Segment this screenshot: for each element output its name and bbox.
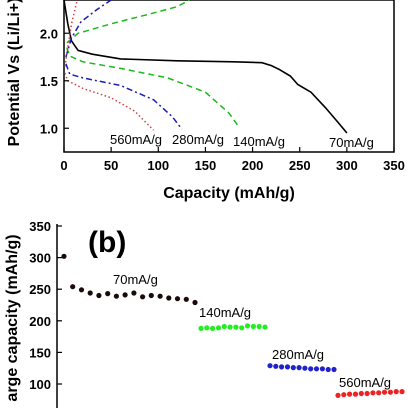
curve-discharge-1	[66, 47, 240, 127]
point-1-8	[244, 323, 251, 329]
x-tick-label: 150	[195, 158, 217, 173]
point-2-11	[331, 366, 337, 373]
point-1-0	[198, 325, 204, 331]
point-3-1	[341, 392, 347, 398]
point-0-12	[166, 295, 172, 301]
y-tick-label: 2.0	[40, 26, 58, 41]
b-y-tick-label: 150	[29, 345, 51, 360]
b-y-tick-label: 350	[29, 219, 51, 234]
panel-a-discharge-curves: 0 50 100 150 200 250 300 350 1.0 1.5 2.0 Capacity…	[6, 0, 405, 202]
point-0-15	[192, 299, 198, 306]
point-2-4	[290, 365, 296, 371]
point-0-14	[183, 296, 189, 302]
curve-discharge-3	[64, 72, 155, 131]
panel-b-letter: (b)	[88, 226, 126, 259]
point-3-3	[352, 391, 359, 397]
y-tick-label: 1.5	[40, 74, 58, 89]
point-0-11	[157, 293, 163, 299]
annotation-280: 280mA/g	[172, 132, 224, 147]
x-tick-label: 100	[147, 158, 169, 173]
panel-b-points	[61, 253, 405, 398]
point-0-0	[61, 253, 67, 259]
point-0-1	[70, 284, 76, 290]
point-3-5	[364, 390, 370, 397]
point-2-5	[296, 365, 302, 371]
point-1-2	[210, 325, 216, 331]
b-y-tick-label: 100	[29, 377, 51, 392]
annotation-b-280: 280mA/g	[272, 347, 324, 362]
point-3-0	[335, 392, 341, 398]
point-2-6	[302, 365, 308, 371]
b-y-tick-label: 250	[29, 282, 51, 297]
curve-charge-1	[66, 0, 190, 44]
point-3-2	[347, 391, 353, 397]
annotation-140: 140mA/g	[233, 134, 285, 149]
point-2-8	[313, 366, 320, 372]
point-1-9	[250, 323, 256, 330]
point-0-5	[105, 291, 111, 297]
panel-a-y-ticks: 1.0 1.5 2.0	[40, 26, 69, 136]
point-2-7	[308, 366, 314, 372]
point-3-11	[399, 389, 405, 395]
point-2-9	[319, 366, 325, 372]
point-1-3	[215, 325, 222, 331]
point-2-3	[284, 364, 291, 370]
annotation-b-70: 70mA/g	[113, 272, 158, 287]
point-0-9	[140, 294, 146, 300]
point-1-1	[204, 325, 210, 331]
x-tick-label: 50	[104, 158, 118, 173]
panel-a-x-axis-title: Capacity (mAh/g)	[163, 185, 295, 202]
curve-discharge-0	[63, 0, 348, 134]
point-3-7	[376, 390, 382, 396]
point-2-10	[325, 366, 331, 373]
x-tick-label: 0	[60, 158, 67, 173]
x-tick-label: 200	[242, 158, 264, 173]
curve-discharge-2	[65, 63, 183, 130]
annotation-b-560: 560mA/g	[339, 375, 391, 390]
point-0-8	[131, 290, 137, 296]
annotation-b-140: 140mA/g	[199, 305, 251, 320]
panel-b-y-axis-title: arge capacity (mAh/g)	[4, 234, 21, 401]
annotation-560: 560mA/g	[110, 132, 162, 147]
point-0-3	[87, 290, 93, 296]
point-1-4	[221, 323, 227, 330]
point-0-7	[122, 292, 128, 298]
point-3-10	[393, 389, 399, 395]
point-1-10	[256, 323, 262, 330]
panel-b-discharge-capacity: 100 150 200 250 300 350 (b) arge capacity (mA…	[4, 219, 405, 408]
b-y-tick-label: 300	[29, 251, 51, 266]
panel-a-curves	[63, 0, 348, 134]
point-0-6	[113, 293, 119, 299]
point-1-7	[239, 325, 245, 331]
panel-b-y-ticks: 100 150 200 250 300 350	[29, 219, 62, 392]
point-2-0	[267, 363, 273, 369]
x-tick-label: 250	[289, 158, 311, 173]
point-3-6	[370, 390, 376, 396]
y-tick-label: 1.0	[40, 121, 58, 136]
x-tick-label: 350	[383, 158, 405, 173]
curve-charge-2	[65, 0, 112, 58]
point-3-9	[387, 389, 393, 395]
point-0-13	[174, 296, 181, 302]
point-0-10	[148, 292, 154, 299]
panel-a-y-axis-title: Potential Vs (Li/Li+)	[6, 0, 23, 146]
b-y-tick-label: 200	[29, 314, 51, 329]
annotation-70: 70mA/g	[329, 135, 374, 150]
panel-a-x-ticks: 0 50 100 150 200 250 300 350	[60, 147, 405, 173]
point-2-2	[279, 364, 285, 370]
point-3-4	[358, 390, 364, 397]
point-2-1	[273, 363, 279, 369]
point-3-8	[381, 389, 388, 395]
panel-a-plot-frame	[63, 0, 395, 153]
point-0-4	[96, 292, 102, 299]
point-1-5	[227, 324, 233, 330]
point-1-6	[233, 324, 239, 330]
x-tick-label: 300	[336, 158, 358, 173]
point-1-11	[262, 324, 268, 330]
point-0-2	[78, 287, 85, 293]
